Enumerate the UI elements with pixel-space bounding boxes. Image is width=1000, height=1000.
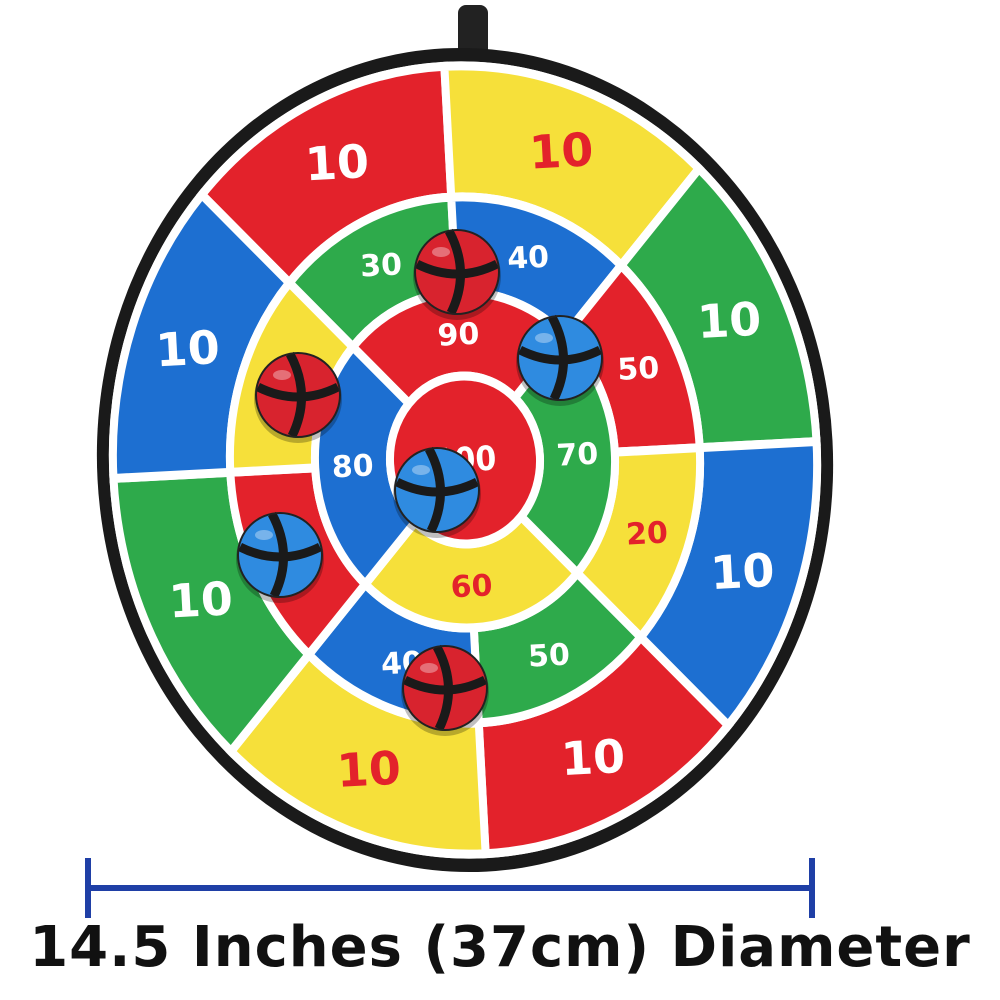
middle-ring-score-label: 20 xyxy=(625,516,669,553)
middle-ring-score-label: 30 xyxy=(359,247,403,284)
outer-ring-score-label: 10 xyxy=(696,292,763,349)
inner-ring-score-label: 80 xyxy=(331,448,375,485)
middle-ring-score-label: 40 xyxy=(506,240,550,277)
dartboard: 101010101010101030405020504090706080100 xyxy=(96,47,834,873)
outer-ring-score-label: 10 xyxy=(335,741,402,798)
diameter-scale-bar xyxy=(85,858,815,918)
sticky-ball xyxy=(413,228,501,320)
sticky-ball xyxy=(236,511,324,603)
sticky-ball xyxy=(516,314,604,406)
outer-ring-score-label: 10 xyxy=(304,134,371,191)
middle-ring-score-label: 50 xyxy=(527,637,571,674)
outer-ring-score-label: 10 xyxy=(528,122,595,179)
middle-ring-score-label: 50 xyxy=(617,351,661,388)
sticky-ball xyxy=(401,644,489,736)
sticky-ball xyxy=(254,351,342,443)
outer-ring-score-label: 10 xyxy=(154,320,221,377)
sticky-ball xyxy=(393,446,481,538)
sticky-balls xyxy=(236,228,604,736)
inner-ring-score-label: 70 xyxy=(556,437,600,474)
diameter-caption: 14.5 Inches (37cm) Diameter xyxy=(29,915,971,980)
outer-ring-score-label: 10 xyxy=(560,729,627,786)
outer-ring-score-label: 10 xyxy=(709,543,776,600)
inner-ring-score-label: 90 xyxy=(437,317,481,354)
outer-ring-score-label: 10 xyxy=(167,571,234,628)
inner-ring-score-label: 60 xyxy=(450,568,494,605)
